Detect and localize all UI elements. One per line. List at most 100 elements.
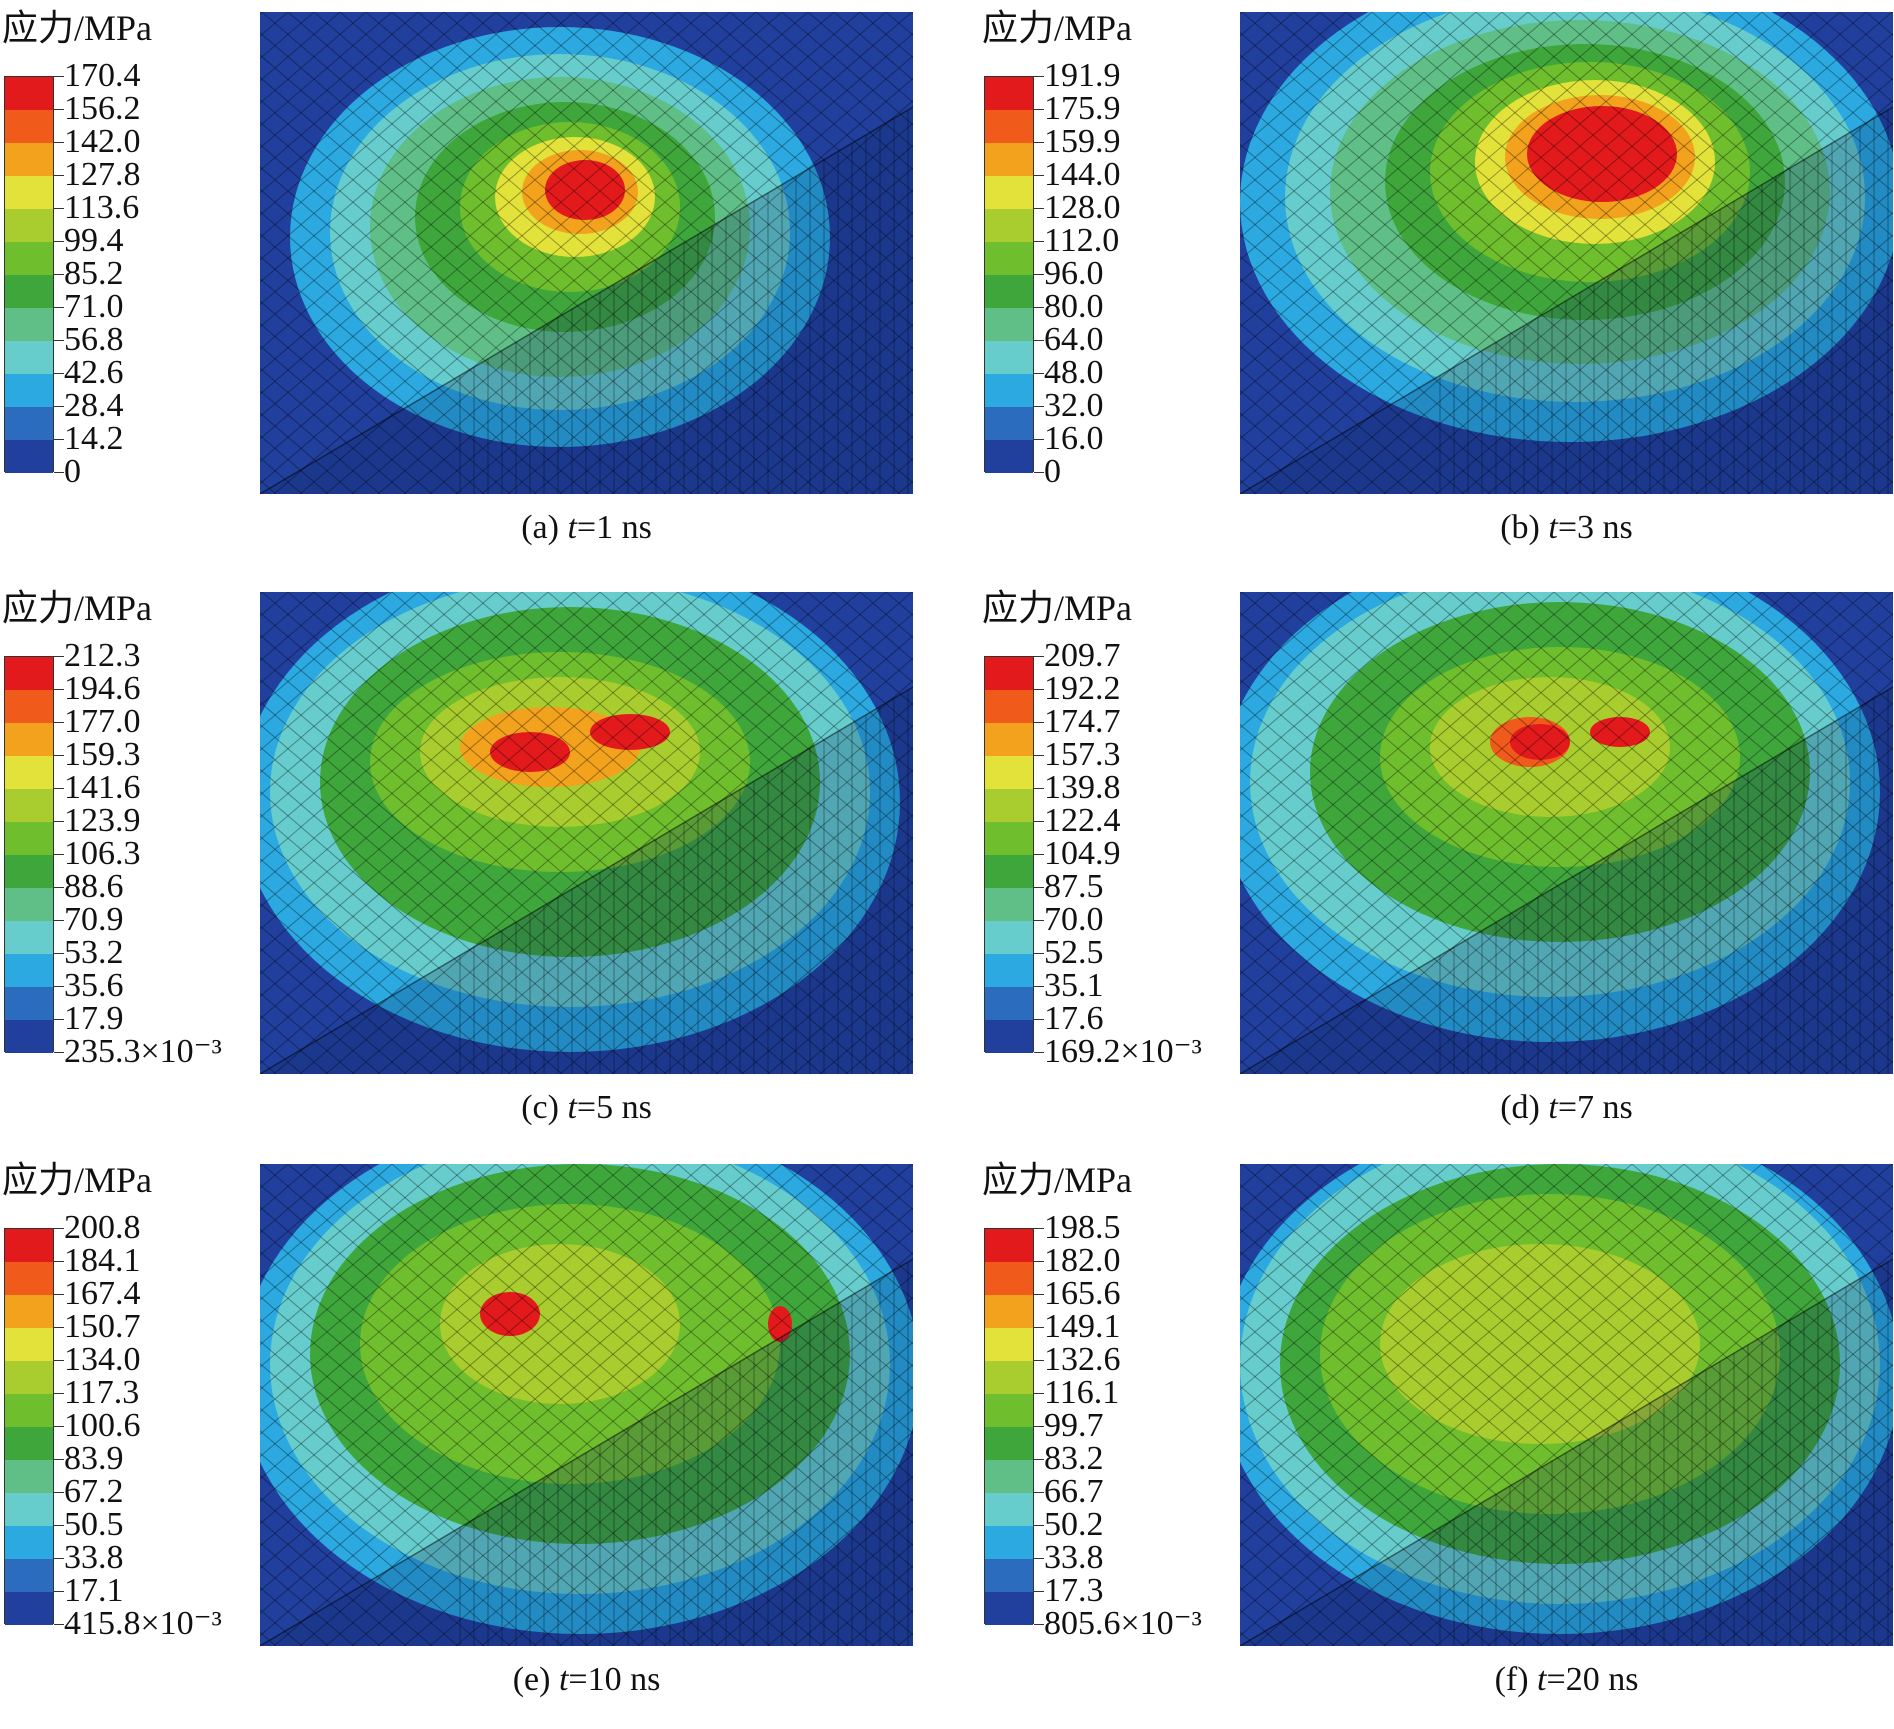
colorbar-tick-label: 50.5 [64, 1506, 124, 1543]
colorbar-band [985, 374, 1033, 407]
colorbar-tick-label: 805.6×10⁻³ [1044, 1605, 1202, 1642]
caption-unit: ns [1602, 1089, 1633, 1126]
colorbar-tick [1034, 689, 1044, 690]
colorbar-band [5, 657, 53, 690]
colorbar-tick [54, 1558, 64, 1559]
colorbar-tick-label: 53.2 [64, 934, 124, 971]
colorbar-band [985, 1361, 1033, 1394]
colorbar-band [5, 789, 53, 822]
colorbar-band [5, 987, 53, 1020]
colorbar-tick [54, 1426, 64, 1427]
colorbar-tick [54, 1492, 64, 1493]
colorbar-band [5, 275, 53, 308]
contour-group [260, 592, 913, 1074]
caption-equals: = [1557, 509, 1578, 546]
caption-label: (d) [1500, 1089, 1540, 1126]
legend-title: 应力/MPa [2, 588, 153, 628]
colorbar-band [5, 921, 53, 954]
colorbar-tick-label: 88.6 [64, 868, 124, 905]
caption-equals: = [568, 1661, 588, 1698]
colorbar-band [5, 110, 53, 143]
colorbar-tick-label: 170.4 [64, 57, 141, 94]
colorbar-tick [54, 1019, 64, 1020]
colorbar-band [985, 1020, 1033, 1053]
caption-time-value: 5 [596, 1089, 614, 1126]
legend-title: 应力/MPa [982, 8, 1133, 48]
caption-unit: ns [1608, 1661, 1639, 1698]
colorbar-tick [1034, 986, 1044, 987]
colorbar-tick [1034, 1294, 1044, 1295]
caption-unit: ns [630, 1661, 661, 1698]
colorbar-tick-label: 14.2 [64, 420, 124, 457]
colorbar [984, 656, 1034, 1053]
colorbar-band [985, 855, 1033, 888]
colorbar-band [5, 1229, 53, 1262]
colorbar-tick-label: 194.6 [64, 670, 141, 707]
panel-d: 应力/MPa 209.7 192.2 174.7 157.3 139.8 122.4 104… [980, 580, 1894, 1156]
colorbar-tick-label: 80.0 [1044, 288, 1104, 325]
colorbar-tick [1034, 953, 1044, 954]
colorbar-band [985, 308, 1033, 341]
colorbar-tick [54, 1393, 64, 1394]
section-edge [1240, 1258, 1893, 1646]
colorbar-band [5, 1361, 53, 1394]
colorbar-tick [1034, 406, 1044, 407]
colorbar-tick-label: 71.0 [64, 288, 124, 325]
stress-contour-plot [260, 12, 913, 494]
colorbar-tick-label: 167.4 [64, 1275, 141, 1312]
colorbar-tick [1034, 1019, 1044, 1020]
caption-time-symbol: t [1548, 1089, 1558, 1126]
colorbar-band [985, 77, 1033, 110]
legend-title: 应力/MPa [982, 588, 1133, 628]
colorbar-tick [1034, 1459, 1044, 1460]
colorbar-band [5, 690, 53, 723]
legend-title: 应力/MPa [2, 1160, 153, 1200]
colorbar-tick [1034, 788, 1044, 789]
panel-c: 应力/MPa 212.3 194.6 177.0 159.3 141.6 123.9 106… [0, 580, 947, 1156]
colorbar-tick [1034, 1624, 1044, 1625]
colorbar-band [985, 657, 1033, 690]
colorbar-tick-label: 83.9 [64, 1440, 124, 1477]
colorbar-tick [1034, 1052, 1044, 1053]
colorbar-tick [1034, 722, 1044, 723]
colorbar-band [5, 176, 53, 209]
colorbar-tick-label: 106.3 [64, 835, 141, 872]
colorbar-tick-label: 144.0 [1044, 156, 1121, 193]
colorbar [984, 76, 1034, 473]
colorbar-tick-label: 112.0 [1044, 222, 1120, 259]
colorbar-band [5, 954, 53, 987]
colorbar-tick [1034, 175, 1044, 176]
colorbar-tick [1034, 1261, 1044, 1262]
colorbar-tick-label: 174.7 [1044, 703, 1121, 740]
colorbar [4, 76, 54, 473]
panel-a: 应力/MPa 170.4 156.2 142.0 127.8 113.6 99.4 85.2… [0, 0, 947, 576]
section-edge [1240, 686, 1893, 1074]
colorbar-tick [54, 986, 64, 987]
colorbar-band [5, 822, 53, 855]
colorbar-tick [54, 1624, 64, 1625]
colorbar-tick [54, 920, 64, 921]
caption-equals: = [576, 1089, 597, 1126]
colorbar-tick-label: 116.1 [1044, 1374, 1120, 1411]
colorbar-tick-label: 142.0 [64, 123, 141, 160]
stress-contour-plot [1240, 592, 1893, 1074]
colorbar-tick-label: 83.2 [1044, 1440, 1104, 1477]
colorbar-band [5, 888, 53, 921]
colorbar-tick-label: 212.3 [64, 637, 141, 674]
colorbar-tick [54, 722, 64, 723]
caption-time-value: 20 [1565, 1661, 1600, 1698]
colorbar-band [5, 1526, 53, 1559]
colorbar-band [5, 308, 53, 341]
colorbar-tick [1034, 142, 1044, 143]
panel-b: 应力/MPa 191.9 175.9 159.9 144.0 128.0 112.0 96.… [980, 0, 1894, 576]
colorbar-tick-label: 42.6 [64, 354, 124, 391]
caption-time-symbol: t [567, 1089, 577, 1126]
colorbar-tick-label: 235.3×10⁻³ [64, 1033, 222, 1070]
caption-equals: = [1546, 1661, 1566, 1698]
colorbar-band [5, 341, 53, 374]
colorbar-tick-label: 132.6 [1044, 1341, 1121, 1378]
colorbar-tick-label: 50.2 [1044, 1506, 1104, 1543]
colorbar [984, 1228, 1034, 1625]
colorbar-band [5, 407, 53, 440]
colorbar-band [985, 242, 1033, 275]
